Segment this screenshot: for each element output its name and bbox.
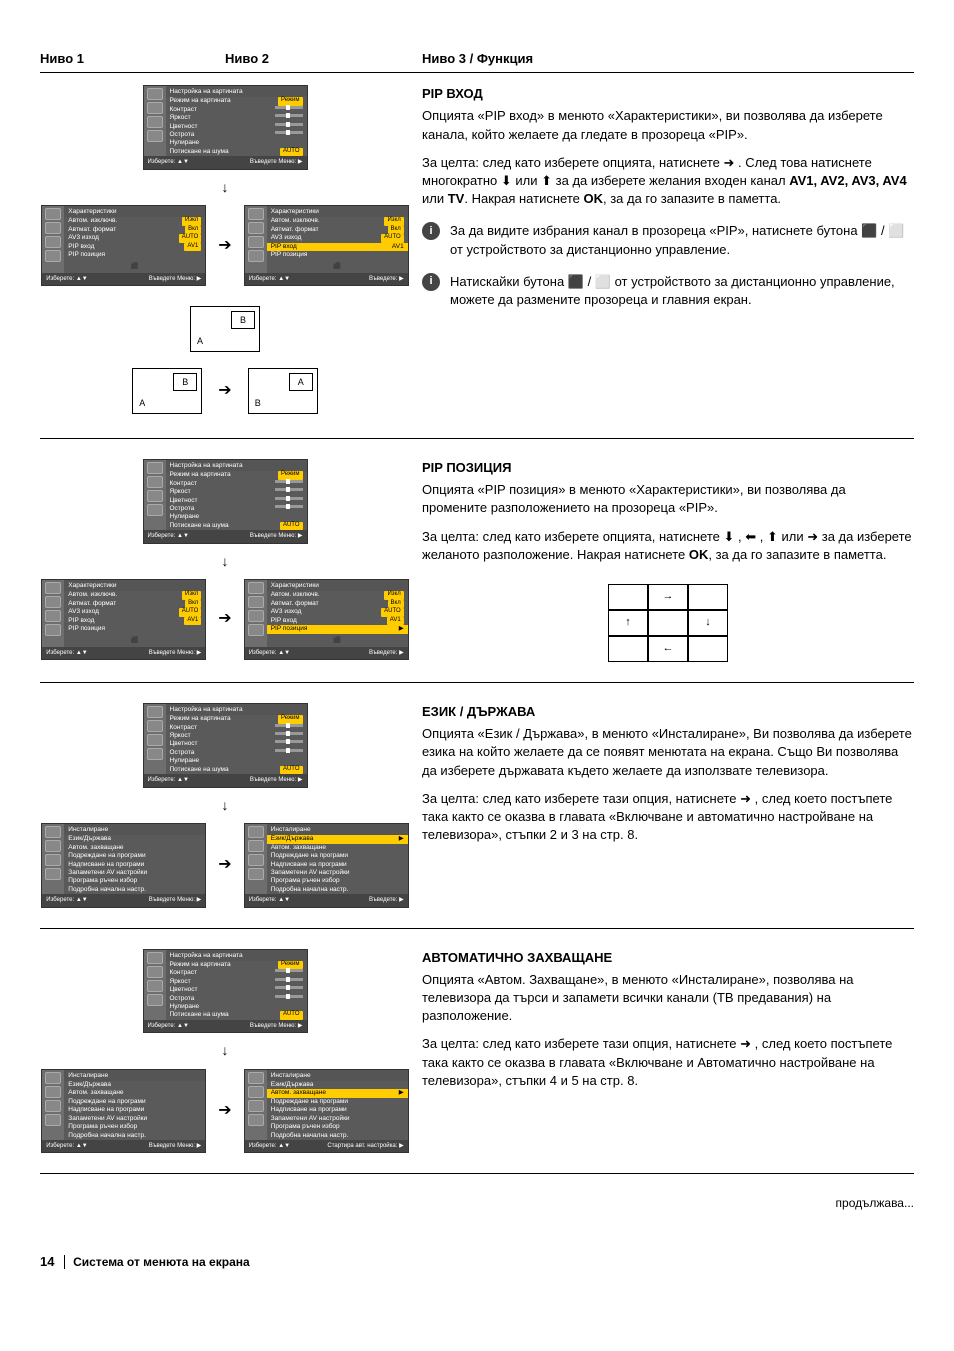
swap-arrow-icon xyxy=(218,380,231,402)
arrow-down-icon xyxy=(222,1041,229,1061)
info-icon: i xyxy=(422,273,440,291)
arrow-right-icon xyxy=(218,854,231,876)
info-note-2: i Натискайки бутона ⬛ / ⬜ от устройствот… xyxy=(422,273,914,309)
menu-picture-settings-3: Настройка на картината Режим на картинат… xyxy=(143,703,308,788)
swap-dst: A B xyxy=(248,368,318,414)
info-note-1: i За да видите избрания канал в прозорец… xyxy=(422,222,914,258)
arrow-down-icon xyxy=(222,796,229,816)
continues-label: продължава... xyxy=(836,1196,914,1210)
pip-input-desc: Опцията «PIP вход» в менюто «Характерист… xyxy=(422,107,914,143)
section-language-country: Настройка на картината Режим на картинат… xyxy=(40,703,914,929)
position-grid: → ↑↓ ← xyxy=(608,584,728,662)
page-title: Система от менюта на екрана xyxy=(64,1255,250,1269)
auto-tune-desc: Опцията «Автом. Захващане», в менюто «Ин… xyxy=(422,971,914,1026)
swap-src: B A xyxy=(132,368,202,414)
menu-features-4: Характеристики Автом. изключв.Изкл Автма… xyxy=(244,579,409,660)
menu-picture-settings-2: Настройка на картината Режим на картинат… xyxy=(143,459,308,544)
info-icon: i xyxy=(422,222,440,240)
swap-before: B A xyxy=(190,306,260,352)
pip-position-steps: За целта: след като изберете опцията, на… xyxy=(422,528,914,564)
lang-country-title: ЕЗИК / ДЪРЖАВА xyxy=(422,703,914,721)
page-footer: 14 Система от менюта на екрана xyxy=(40,1253,914,1271)
header-level2: Ниво 2 xyxy=(225,50,269,68)
menu-features-2: Характеристики Автом. изключв.Изкл Автма… xyxy=(244,205,409,286)
menu-install-2: Инсталиране Език/Държава▶ Автом. захваща… xyxy=(244,823,409,908)
auto-tune-steps: За целта: след като изберете тази опция,… xyxy=(422,1035,914,1090)
section-pip-position: Настройка на картината Режим на картинат… xyxy=(40,459,914,683)
pip-input-steps: За целта: след като изберете опцията, на… xyxy=(422,154,914,209)
table-header: Ниво 1 Ниво 2 Ниво 3 / Функция xyxy=(40,50,914,73)
menu-picture-settings: Настройка на картината Режим на картинат… xyxy=(143,85,308,170)
arrow-right-icon xyxy=(218,235,231,257)
arrow-right-icon xyxy=(218,608,231,630)
arrow-right-icon xyxy=(218,1100,231,1122)
pip-input-title: PIP ВХОД xyxy=(422,85,914,103)
header-level1: Ниво 1 xyxy=(40,50,225,68)
auto-tune-title: АВТОМАТИЧНО ЗАХВАЩАНЕ xyxy=(422,949,914,967)
menu-picture-settings-4: Настройка на картината Режим на картинат… xyxy=(143,949,308,1034)
pip-position-desc: Опцията «PIP позиция» в менюто «Характер… xyxy=(422,481,914,517)
menu-features-3: Характеристики Автом. изключв.Изкл Автма… xyxy=(41,579,206,660)
page-number: 14 xyxy=(40,1254,54,1269)
menu-install-3: Инсталиране Език/Държава Автом. захващан… xyxy=(41,1069,206,1154)
header-level3: Ниво 3 / Функция xyxy=(410,50,914,68)
menu-features-1: Характеристики Автом. изключв.Изкл Автма… xyxy=(41,205,206,286)
menu-install-4: Инсталиране Език/Държава Автом. захващан… xyxy=(244,1069,409,1154)
pip-position-title: PIP ПОЗИЦИЯ xyxy=(422,459,914,477)
lang-country-steps: За целта: след като изберете тази опция,… xyxy=(422,790,914,845)
section-auto-tune: Настройка на картината Режим на картинат… xyxy=(40,949,914,1175)
arrow-down-icon xyxy=(222,552,229,572)
section-pip-input: Настройка на картината Режим на картинат… xyxy=(40,85,914,439)
arrow-down-icon xyxy=(222,178,229,198)
lang-country-desc: Опцията «Език / Държава», в менюто «Инст… xyxy=(422,725,914,780)
menu-install-1: Инсталиране Език/Държава Автом. захващан… xyxy=(41,823,206,908)
